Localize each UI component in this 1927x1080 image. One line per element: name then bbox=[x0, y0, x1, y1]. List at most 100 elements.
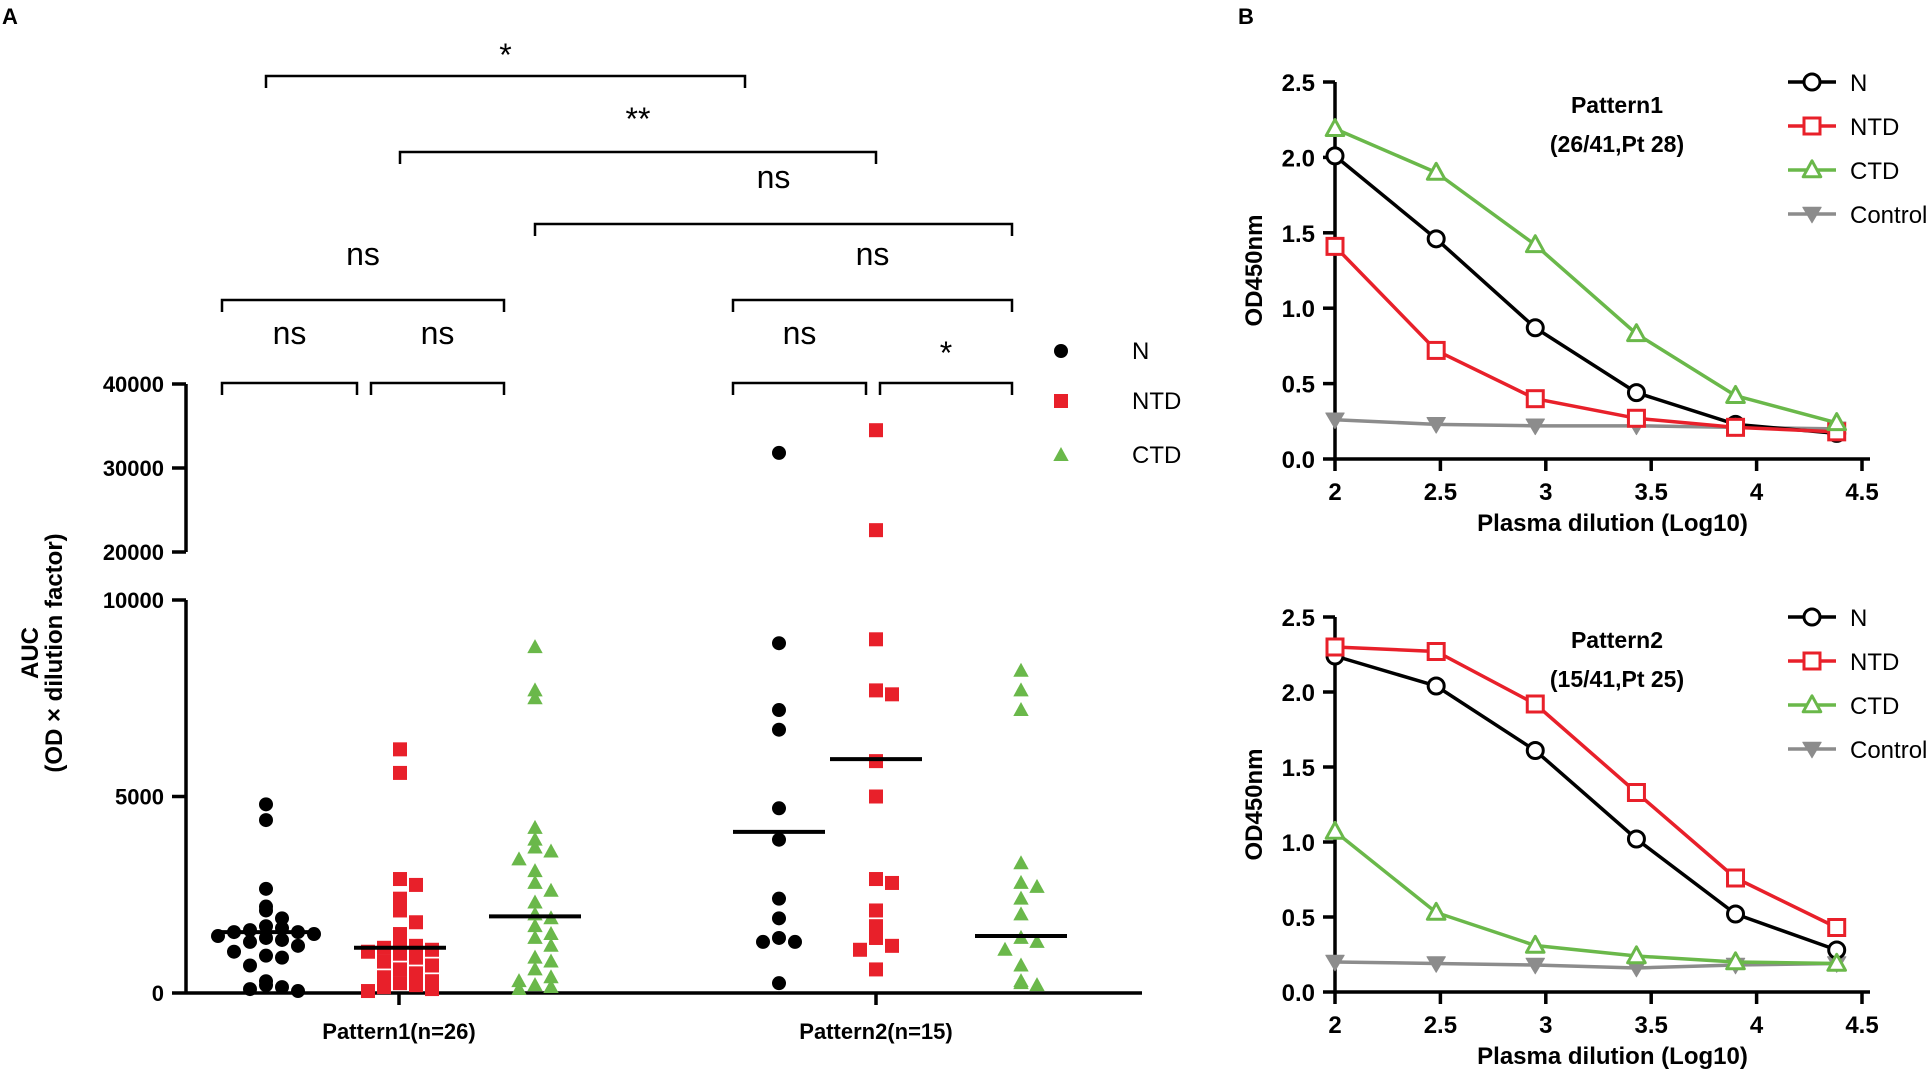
x-group-label: Pattern1(n=26) bbox=[322, 1019, 475, 1044]
data-point-ctd bbox=[1013, 682, 1029, 697]
data-point-ntd bbox=[409, 966, 423, 981]
significance-bracket bbox=[533, 222, 1014, 236]
series-point-control bbox=[1426, 417, 1446, 434]
data-point-n bbox=[772, 801, 786, 816]
legend-label: CTD bbox=[1850, 693, 1899, 720]
series-point-n bbox=[1525, 318, 1545, 338]
legend-marker-ntd bbox=[1802, 116, 1822, 136]
series-point-ntd bbox=[1525, 389, 1545, 409]
line-chart-pattern2: 0.0 0.5 1.0 1.5 2.0 2.5 2 2.5 3 3.5 4 4.5 Plasma dil… bbox=[1241, 605, 1927, 1070]
series-point-n bbox=[1626, 829, 1646, 849]
series-point-ctd bbox=[1826, 952, 1848, 972]
y-tick-label: 0.0 bbox=[1282, 447, 1315, 474]
data-point-ctd bbox=[1013, 957, 1029, 972]
series-point-ntd bbox=[1525, 694, 1545, 714]
legend-label: N bbox=[1132, 338, 1149, 365]
panel-a-label: A bbox=[2, 4, 18, 29]
significance-bracket bbox=[731, 381, 868, 395]
series-point-control bbox=[1525, 957, 1545, 975]
data-point-ntd bbox=[425, 982, 439, 997]
legend-marker-ctd bbox=[1801, 694, 1823, 714]
x-tick-label: 3.5 bbox=[1635, 1012, 1668, 1039]
data-point-ctd bbox=[1029, 933, 1045, 948]
data-point-ctd bbox=[527, 839, 543, 854]
x-tick-label: 3 bbox=[1539, 479, 1552, 506]
data-point-n bbox=[772, 832, 786, 847]
data-point-n bbox=[275, 911, 289, 926]
series-point-ntd bbox=[1827, 918, 1847, 937]
data-point-ntd bbox=[393, 934, 407, 949]
series-point-n bbox=[1726, 904, 1746, 924]
significance-label: * bbox=[499, 37, 511, 73]
data-point-ctd bbox=[527, 819, 543, 834]
series-point-control bbox=[1525, 418, 1545, 436]
significance-label: ns bbox=[783, 315, 817, 351]
series-point-ntd bbox=[1726, 868, 1746, 888]
series-point-ctd bbox=[1324, 820, 1346, 840]
data-point-ntd bbox=[885, 687, 899, 702]
series-point-ctd bbox=[1524, 934, 1546, 954]
series-point-n bbox=[1426, 676, 1446, 696]
data-point-n bbox=[259, 903, 273, 918]
data-point-ctd bbox=[1013, 855, 1029, 870]
data-point-ctd bbox=[543, 843, 559, 858]
significance-label: ns bbox=[346, 236, 380, 272]
legend-marker-ntd bbox=[1054, 394, 1068, 408]
data-point-n bbox=[243, 934, 257, 949]
data-point-n bbox=[259, 881, 273, 896]
y-tick-label: 2.5 bbox=[1282, 605, 1315, 632]
data-point-n bbox=[227, 944, 241, 959]
y-axis-title-line1: AUC bbox=[17, 627, 44, 679]
series-point-ntd bbox=[1325, 236, 1345, 256]
x-axis-title: Plasma dilution (Log10) bbox=[1477, 510, 1748, 537]
x-tick-label: 4 bbox=[1750, 479, 1764, 506]
data-point-ctd bbox=[527, 874, 543, 889]
series-point-ctd bbox=[1524, 234, 1546, 254]
legend-marker-n bbox=[1802, 72, 1822, 92]
series-point-control bbox=[1325, 412, 1345, 430]
legend-label: CTD bbox=[1850, 158, 1899, 185]
data-point-ntd bbox=[377, 954, 391, 969]
data-point-ctd bbox=[527, 863, 543, 878]
series-point-ctd bbox=[1626, 945, 1647, 965]
series-line-ntd bbox=[1334, 645, 1838, 930]
significance-bracket bbox=[220, 298, 506, 312]
data-point-ctd bbox=[527, 639, 543, 654]
chart-title: Pattern2 bbox=[1571, 627, 1663, 653]
data-point-n bbox=[756, 934, 770, 949]
data-point-ctd bbox=[997, 941, 1013, 956]
x-tick-label: 4.5 bbox=[1845, 1012, 1878, 1039]
significance-bracket bbox=[398, 150, 878, 164]
significance-label: * bbox=[940, 335, 952, 371]
data-point-ntd bbox=[869, 919, 883, 934]
panel-b-label: B bbox=[1238, 4, 1254, 29]
series-point-control bbox=[1325, 954, 1345, 972]
line-chart-pattern1: 0.0 0.5 1.0 1.5 2.0 2.5 2 2.5 3 3.5 4 4.5 Plasma dil… bbox=[1241, 70, 1927, 537]
chart-subtitle: (26/41,Pt 28) bbox=[1550, 131, 1684, 157]
legend-label: CTD bbox=[1132, 442, 1181, 469]
series-point-ntd bbox=[1626, 783, 1646, 802]
y-tick-label: 5000 bbox=[115, 785, 164, 810]
data-point-ntd bbox=[869, 872, 883, 887]
data-point-ntd bbox=[869, 903, 883, 918]
data-point-ntd bbox=[869, 632, 883, 647]
data-point-n bbox=[772, 445, 786, 460]
data-point-ctd bbox=[527, 977, 543, 992]
legend-marker-n bbox=[1054, 344, 1068, 358]
data-point-n bbox=[275, 950, 289, 965]
y-tick-label: 0.5 bbox=[1282, 905, 1315, 932]
y-axis-title-line2: (OD × dilution factor) bbox=[41, 533, 68, 772]
data-point-ntd bbox=[869, 523, 883, 538]
y-axis-title: OD450nm bbox=[1241, 748, 1268, 860]
series-line-ctd bbox=[1333, 830, 1837, 966]
significance-label: ns bbox=[856, 236, 890, 272]
data-point-ntd bbox=[361, 984, 375, 999]
legend-marker-n bbox=[1802, 607, 1822, 627]
data-point-ctd bbox=[543, 882, 559, 897]
data-point-ctd bbox=[527, 682, 543, 697]
data-point-ctd bbox=[1013, 874, 1029, 889]
data-point-n bbox=[243, 982, 257, 997]
series-point-ntd bbox=[1626, 408, 1646, 428]
series-point-ctd bbox=[1626, 323, 1647, 343]
